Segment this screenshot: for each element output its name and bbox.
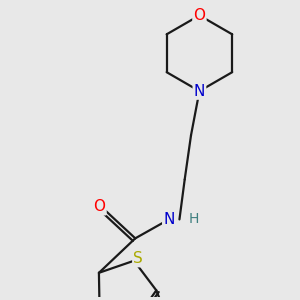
Text: N: N xyxy=(194,84,205,99)
Text: N: N xyxy=(163,212,175,227)
Text: S: S xyxy=(133,251,143,266)
Text: O: O xyxy=(194,8,206,23)
Text: H: H xyxy=(189,212,200,226)
Text: O: O xyxy=(94,199,106,214)
